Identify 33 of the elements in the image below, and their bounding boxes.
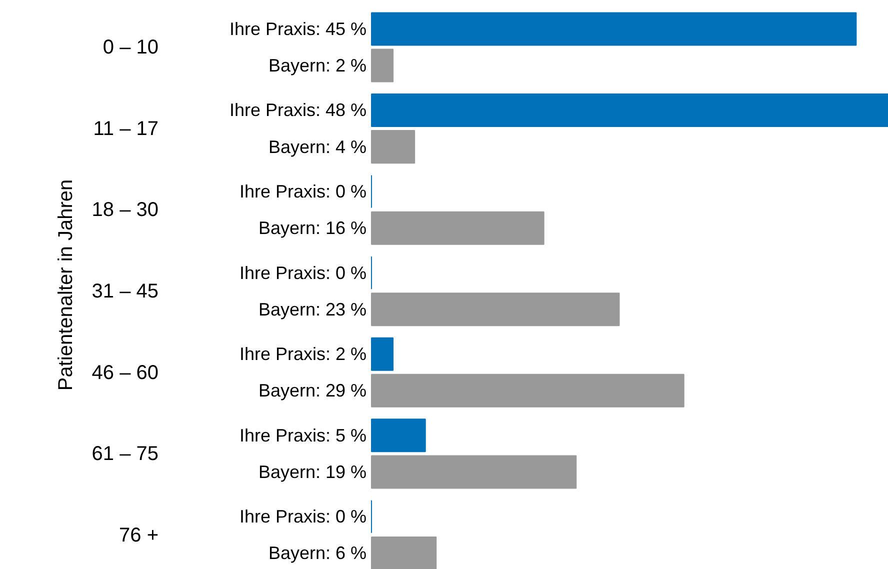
data-label: Ihre Praxis: 45 % [229, 18, 367, 39]
bar [371, 48, 394, 82]
y-tick-label: 11 – 17 [93, 118, 159, 140]
data-label: Ihre Praxis: 0 % [239, 262, 366, 283]
data-label: Bayern: 2 % [268, 56, 367, 76]
y-tick-label: 46 – 60 [92, 362, 159, 384]
bar [371, 93, 888, 127]
data-label: Ihre Praxis: 48 % [229, 100, 367, 120]
y-tick-label: 76 + [119, 524, 158, 546]
bar [371, 337, 394, 371]
y-tick-label: 18 – 30 [92, 199, 159, 222]
y-axis-title: Patientenalter in Jahren [54, 179, 77, 391]
data-label: Ihre Praxis: 0 % [239, 182, 366, 202]
y-tick-label: 31 – 45 [92, 280, 159, 303]
data-label: Bayern: 16 % [258, 218, 366, 238]
data-label: Bayern: 19 % [258, 462, 366, 482]
data-label: Bayern: 23 % [258, 299, 366, 320]
y-tick-label: 0 – 10 [102, 36, 159, 59]
data-label: Ihre Praxis: 5 % [239, 425, 366, 446]
data-label: Bayern: 4 % [268, 136, 367, 157]
bar [371, 130, 416, 164]
bar [371, 455, 577, 489]
bar [371, 292, 620, 326]
data-label: Ihre Praxis: 0 % [239, 506, 366, 527]
data-label: Ihre Praxis: 2 % [239, 344, 366, 364]
data-label: Bayern: 29 % [258, 380, 366, 401]
bar [371, 536, 437, 569]
bar [371, 374, 684, 408]
bar [371, 418, 426, 452]
data-label: Bayern: 6 % [268, 543, 367, 564]
bar [371, 211, 544, 245]
bar [371, 12, 857, 46]
y-tick-label: 61 – 75 [92, 443, 159, 466]
